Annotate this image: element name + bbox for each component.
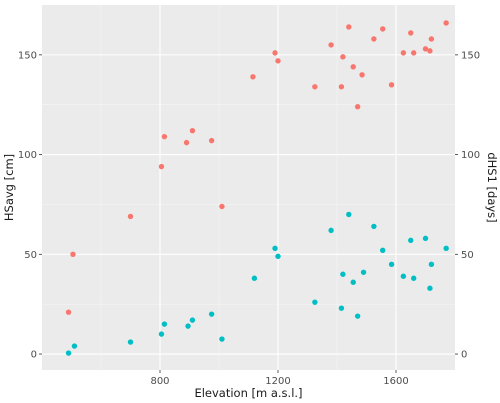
data-point-series-1 <box>346 24 352 30</box>
y-right-tick-label: 0 <box>461 350 467 361</box>
data-point-series-1 <box>328 42 334 48</box>
data-point-series-1 <box>189 127 196 134</box>
data-point-series-1 <box>427 48 433 54</box>
data-point-series-2 <box>400 273 407 279</box>
data-point-series-1 <box>183 139 190 146</box>
data-point-series-1 <box>272 50 278 56</box>
data-point-series-2 <box>340 271 346 277</box>
y-axis-title: HSavg [cm] <box>2 154 16 221</box>
y-right-tick-label: 100 <box>461 150 480 161</box>
data-point-series-2 <box>161 321 168 327</box>
data-point-series-1 <box>428 36 435 42</box>
data-point-series-2 <box>251 275 258 281</box>
data-point-series-1 <box>275 58 281 64</box>
axis-ticks: 800 1200 1600 0 50 100 150 0 50 100 150 <box>18 50 480 387</box>
grid-lines <box>42 5 455 370</box>
data-point-series-1 <box>70 251 76 258</box>
y-right-tick-label: 50 <box>461 250 474 261</box>
data-point-series-2 <box>328 227 334 234</box>
x-tick-label: 800 <box>150 376 169 387</box>
y-axis-right-title: dHS1 [days] <box>485 152 499 222</box>
data-point-series-2 <box>312 299 318 305</box>
data-point-series-2 <box>208 311 215 317</box>
data-point-series-1 <box>250 74 256 80</box>
data-point-series-2 <box>443 245 449 252</box>
data-point-series-1 <box>443 20 449 26</box>
data-point-series-1 <box>219 203 225 210</box>
data-point-series-2 <box>411 275 417 281</box>
data-point-series-1 <box>408 30 414 36</box>
x-tick-label: 1600 <box>383 376 408 387</box>
y-tick-label: 100 <box>18 150 37 161</box>
data-point-series-1 <box>161 133 168 140</box>
data-point-series-1 <box>65 309 72 315</box>
data-point-series-2 <box>71 343 78 349</box>
data-point-series-1 <box>158 163 165 170</box>
data-point-series-1 <box>340 54 346 60</box>
y-right-tick-label: 150 <box>461 50 480 61</box>
x-axis-title: Elevation [m a.s.l.] <box>194 386 302 400</box>
data-point-series-1 <box>422 46 429 52</box>
data-point-series-1 <box>411 50 417 56</box>
y-tick-label: 50 <box>24 250 37 261</box>
data-points <box>65 20 449 356</box>
data-point-series-1 <box>350 64 356 70</box>
data-point-series-1 <box>380 26 386 32</box>
data-point-series-2 <box>158 331 165 337</box>
data-point-series-2 <box>272 245 278 252</box>
data-point-series-2 <box>346 211 352 218</box>
data-point-series-1 <box>208 137 215 144</box>
data-point-series-2 <box>185 323 191 329</box>
data-point-series-2 <box>427 285 433 291</box>
data-point-series-2 <box>360 269 367 275</box>
chart-background <box>42 5 455 370</box>
y-tick-label: 150 <box>18 50 37 61</box>
data-point-series-2 <box>65 350 72 356</box>
data-point-series-2 <box>127 339 134 345</box>
data-point-series-1 <box>312 84 318 90</box>
data-point-series-2 <box>350 279 356 285</box>
data-point-series-2 <box>275 253 281 260</box>
data-point-series-2 <box>219 336 225 342</box>
data-point-series-2 <box>354 313 361 319</box>
data-point-series-1 <box>338 84 345 90</box>
data-point-series-1 <box>127 213 134 220</box>
data-point-series-2 <box>428 261 435 267</box>
data-point-series-2 <box>388 261 395 267</box>
data-point-series-1 <box>354 104 361 110</box>
x-tick-label: 1200 <box>265 376 290 387</box>
data-point-series-2 <box>422 235 429 242</box>
y-tick-label: 0 <box>31 350 37 361</box>
data-point-series-2 <box>408 237 414 244</box>
data-point-series-2 <box>380 247 386 254</box>
data-point-series-1 <box>400 50 407 56</box>
data-point-series-1 <box>388 82 395 88</box>
data-point-series-2 <box>189 317 196 323</box>
data-point-series-1 <box>371 36 377 42</box>
data-point-series-2 <box>371 223 377 230</box>
data-point-series-2 <box>338 305 345 311</box>
data-point-series-1 <box>359 72 365 78</box>
